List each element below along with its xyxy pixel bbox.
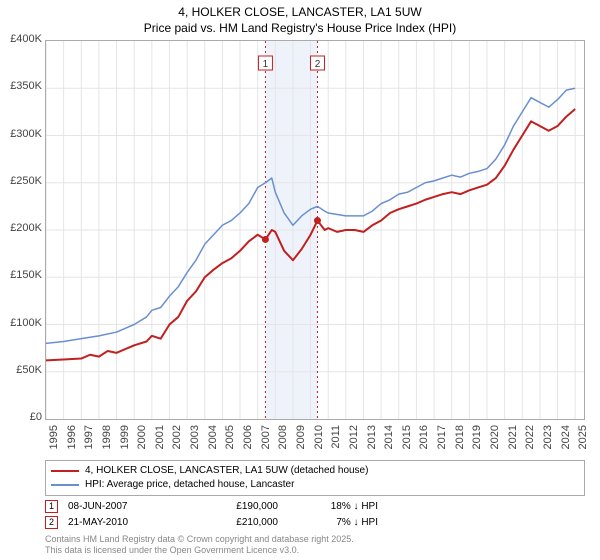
footer-line-1: Contains HM Land Registry data © Crown c…: [45, 534, 354, 545]
x-tick-label: 2000: [136, 425, 148, 465]
x-tick-label: 2015: [401, 425, 413, 465]
x-tick-label: 2002: [171, 425, 183, 465]
transaction-delta: 18% ↓ HPI: [288, 501, 378, 512]
transaction-row: 1 08-JUN-2007 £190,000 18% ↓ HPI: [45, 498, 585, 514]
x-tick-label: 1998: [101, 425, 113, 465]
x-tick-label: 2020: [489, 425, 501, 465]
x-tick-label: 2022: [524, 425, 536, 465]
x-tick-label: 2016: [418, 425, 430, 465]
svg-text:1: 1: [263, 59, 269, 70]
y-tick-label: £50K: [0, 364, 42, 376]
y-tick-label: £150K: [0, 269, 42, 281]
x-tick-label: 1995: [48, 425, 60, 465]
x-tick-label: 2012: [348, 425, 360, 465]
legend-row: 4, HOLKER CLOSE, LANCASTER, LA1 5UW (det…: [51, 464, 579, 478]
x-tick-label: 2021: [507, 425, 519, 465]
transaction-delta: 7% ↓ HPI: [288, 517, 378, 528]
x-tick-label: 2023: [542, 425, 554, 465]
transaction-date: 08-JUN-2007: [68, 501, 178, 512]
x-tick-label: 1996: [66, 425, 78, 465]
x-tick-label: 2010: [313, 425, 325, 465]
legend-swatch-price: [51, 470, 79, 472]
x-tick-label: 2009: [295, 425, 307, 465]
x-tick-label: 1997: [83, 425, 95, 465]
transactions-table: 1 08-JUN-2007 £190,000 18% ↓ HPI 2 21-MA…: [45, 498, 585, 530]
marker-box-1: 1: [45, 500, 58, 513]
x-tick-label: 2025: [577, 425, 589, 465]
x-tick-label: 2003: [189, 425, 201, 465]
y-tick-label: £250K: [0, 175, 42, 187]
x-tick-label: 2024: [560, 425, 572, 465]
legend-row: HPI: Average price, detached house, Lanc…: [51, 478, 579, 492]
x-tick-label: 2018: [454, 425, 466, 465]
x-tick-label: 2006: [242, 425, 254, 465]
y-tick-label: £100K: [0, 317, 42, 329]
y-tick-label: £350K: [0, 80, 42, 92]
title-line-2: Price paid vs. HM Land Registry's House …: [0, 21, 600, 37]
transaction-price: £190,000: [188, 501, 278, 512]
x-tick-label: 2007: [260, 425, 272, 465]
x-tick-label: 1999: [119, 425, 131, 465]
transaction-date: 21-MAY-2010: [68, 517, 178, 528]
x-tick-label: 2001: [154, 425, 166, 465]
y-tick-label: £0: [0, 411, 42, 423]
x-tick-label: 2013: [366, 425, 378, 465]
footer-line-2: This data is licensed under the Open Gov…: [45, 545, 354, 556]
legend-box: 4, HOLKER CLOSE, LANCASTER, LA1 5UW (det…: [45, 460, 585, 496]
x-tick-label: 2011: [330, 425, 342, 465]
x-tick-label: 2017: [436, 425, 448, 465]
y-tick-label: £300K: [0, 128, 42, 140]
title-line-1: 4, HOLKER CLOSE, LANCASTER, LA1 5UW: [0, 5, 600, 21]
chart-svg: 12: [46, 41, 584, 419]
x-tick-label: 2004: [207, 425, 219, 465]
marker-box-2: 2: [45, 516, 58, 529]
x-tick-label: 2014: [383, 425, 395, 465]
footer-attribution: Contains HM Land Registry data © Crown c…: [45, 534, 354, 556]
transaction-row: 2 21-MAY-2010 £210,000 7% ↓ HPI: [45, 514, 585, 530]
legend-swatch-hpi: [51, 484, 79, 486]
x-tick-label: 2005: [224, 425, 236, 465]
x-tick-label: 2019: [471, 425, 483, 465]
y-tick-label: £400K: [0, 33, 42, 45]
chart-plot-area: 12: [45, 40, 585, 420]
chart-title-block: 4, HOLKER CLOSE, LANCASTER, LA1 5UW Pric…: [0, 0, 600, 38]
legend-label-price: 4, HOLKER CLOSE, LANCASTER, LA1 5UW (det…: [85, 464, 368, 478]
y-tick-label: £200K: [0, 222, 42, 234]
x-tick-label: 2008: [277, 425, 289, 465]
legend-label-hpi: HPI: Average price, detached house, Lanc…: [85, 478, 294, 492]
svg-text:2: 2: [315, 59, 321, 70]
transaction-price: £210,000: [188, 517, 278, 528]
